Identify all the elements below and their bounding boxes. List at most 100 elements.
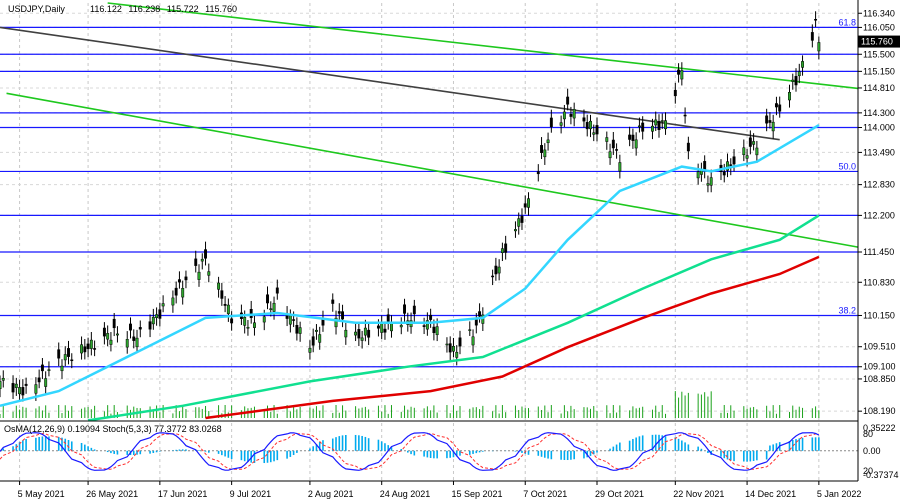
candle-26	[115, 326, 119, 343]
candle-24	[109, 332, 113, 352]
candle-body	[628, 134, 632, 140]
candle-body	[288, 315, 292, 325]
candle-body	[778, 104, 782, 112]
candle-body	[452, 345, 455, 352]
candle-body	[161, 303, 165, 307]
candle-body	[448, 343, 452, 353]
candle-130	[592, 124, 596, 142]
candle-174	[794, 68, 798, 92]
candle-1	[1, 370, 5, 388]
candle-body	[226, 304, 230, 314]
moving-average-1	[87, 214, 820, 422]
y-tick-label-10: 111.450	[863, 247, 894, 257]
candle-14	[63, 346, 67, 367]
candle-35	[158, 302, 162, 327]
candle-168	[768, 112, 772, 129]
y-tick-label-15: 108.850	[863, 374, 896, 384]
candle-139	[634, 132, 638, 156]
candle-body	[217, 282, 221, 290]
candle-body	[360, 337, 364, 341]
candle-176	[801, 55, 804, 76]
candle-73	[334, 310, 338, 335]
candle-56	[253, 315, 256, 336]
candle-body	[589, 120, 592, 130]
candle-58	[266, 286, 269, 310]
candle-34	[155, 307, 159, 326]
candle-body	[468, 329, 472, 331]
moving-average-2	[205, 255, 820, 420]
ohlc-high: 116.238	[128, 4, 160, 14]
candle-body	[44, 378, 48, 387]
candle-body	[543, 149, 547, 158]
candle-body	[752, 141, 756, 145]
y-tick-label-1: 116.050	[863, 22, 895, 32]
candle-88	[403, 298, 406, 322]
candle-4	[18, 379, 22, 402]
candle-20	[89, 332, 93, 356]
candle-body	[654, 119, 658, 126]
candle-125	[569, 106, 573, 125]
y-tick-label-5: 114.300	[863, 108, 895, 118]
title-text: USDJPY,Daily	[8, 4, 65, 14]
candle-69	[314, 324, 318, 340]
candle-body	[311, 336, 315, 346]
candle-body	[523, 203, 527, 208]
candle-74	[337, 303, 341, 320]
candle-body	[500, 248, 504, 253]
candle-66	[298, 321, 302, 342]
candle-118	[540, 137, 544, 160]
candle-body	[344, 329, 348, 338]
candle-123	[562, 104, 566, 127]
candle-body	[272, 302, 276, 312]
y-tick-label-3: 115.150	[863, 66, 895, 76]
candle-91	[412, 299, 416, 323]
candle-body	[138, 327, 142, 330]
candle-body	[37, 377, 41, 383]
candle-8	[37, 369, 41, 389]
candle-171	[778, 96, 782, 118]
candle-6	[24, 377, 28, 394]
candle-0	[0, 375, 2, 398]
candle-body	[314, 329, 318, 332]
candle-body	[354, 331, 358, 336]
y-tick-label-14: 109.100	[863, 362, 896, 372]
candle-body	[582, 117, 586, 122]
candle-94	[429, 308, 433, 328]
candle-60	[272, 296, 276, 320]
candle-17	[80, 336, 84, 360]
candle-body	[686, 142, 690, 152]
candle-body	[246, 326, 250, 329]
candle-body	[341, 311, 344, 320]
candle-146	[664, 112, 667, 135]
candle-body	[40, 364, 44, 372]
candle-body	[386, 314, 390, 322]
candle-body	[814, 19, 818, 21]
osc-tick-label-1: 80	[863, 429, 873, 439]
candle-100	[455, 345, 459, 366]
candle-body	[151, 316, 155, 325]
candle-122	[559, 115, 563, 134]
candle-body	[585, 122, 589, 130]
candle-body	[709, 177, 713, 186]
x-tick-label-11: 5 Jan 2022	[817, 489, 862, 499]
candle-body	[380, 323, 384, 333]
candle-147	[673, 82, 677, 104]
channel-lines	[0, 2, 859, 248]
candle-body	[83, 346, 87, 353]
candle-135	[615, 143, 619, 159]
candle-50	[226, 298, 230, 322]
candle-body	[592, 132, 596, 135]
candle-144	[657, 114, 661, 138]
candle-36	[161, 295, 165, 313]
candle-body	[572, 109, 576, 119]
candle-body	[47, 369, 51, 371]
candle-12	[57, 342, 61, 367]
candle-body	[540, 145, 544, 153]
candle-159	[726, 153, 729, 178]
candle-body	[536, 171, 540, 175]
candle-167	[765, 108, 769, 132]
candle-155	[706, 175, 710, 193]
candle-body	[660, 120, 664, 122]
candle-body	[611, 139, 615, 149]
